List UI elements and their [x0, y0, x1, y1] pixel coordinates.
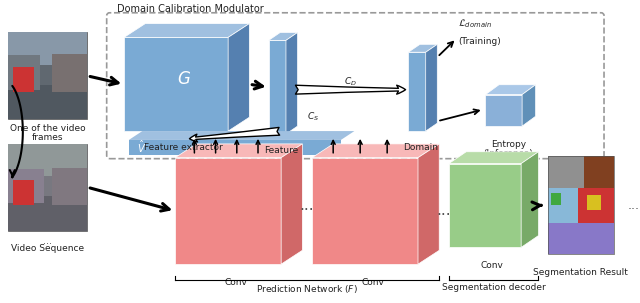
Bar [548, 188, 578, 223]
Polygon shape [286, 32, 298, 134]
Polygon shape [486, 95, 522, 126]
Text: ...: ... [436, 203, 451, 218]
Polygon shape [418, 144, 439, 264]
Polygon shape [522, 85, 536, 126]
Bar [548, 223, 614, 254]
Polygon shape [228, 24, 250, 131]
Text: ...: ... [300, 198, 314, 214]
Text: Conv: Conv [480, 261, 503, 270]
Text: (Inference): (Inference) [484, 149, 534, 158]
Bar [552, 193, 561, 205]
Bar [52, 168, 88, 205]
Polygon shape [175, 158, 281, 264]
Text: Domain: Domain [403, 143, 438, 152]
Text: One of the video: One of the video [10, 124, 86, 133]
Polygon shape [129, 140, 341, 155]
Text: Video Sequence: Video Sequence [12, 245, 84, 253]
Bar [13, 67, 35, 92]
Text: Feature: Feature [264, 146, 298, 155]
Text: $G$: $G$ [177, 70, 191, 88]
Text: $C_D$: $C_D$ [344, 75, 357, 88]
Bar [548, 156, 584, 188]
Bar [588, 195, 600, 210]
Bar [13, 180, 35, 205]
Polygon shape [521, 152, 538, 247]
Bar [8, 32, 88, 119]
Bar [578, 188, 614, 223]
Polygon shape [124, 38, 228, 131]
Polygon shape [426, 44, 437, 131]
Text: ...: ... [44, 235, 52, 245]
Polygon shape [449, 152, 538, 164]
Bar [548, 156, 614, 254]
Polygon shape [175, 144, 302, 158]
Text: (Training): (Training) [458, 38, 501, 46]
Text: $\mathcal{L}_{domain}$: $\mathcal{L}_{domain}$ [458, 17, 492, 29]
Polygon shape [312, 158, 418, 264]
Polygon shape [408, 52, 426, 131]
Polygon shape [124, 24, 250, 38]
Bar [8, 144, 88, 231]
Polygon shape [269, 32, 298, 40]
Text: Entropy: Entropy [491, 140, 526, 149]
Bar [8, 85, 88, 119]
Polygon shape [408, 44, 437, 52]
Text: frames: frames [32, 133, 63, 142]
Text: Feature extractor: Feature extractor [145, 143, 223, 152]
Text: Conv: Conv [361, 278, 384, 287]
Polygon shape [281, 144, 302, 264]
Bar [8, 32, 88, 65]
Bar [584, 156, 614, 188]
Bar [52, 54, 88, 92]
Polygon shape [312, 144, 439, 158]
Bar [8, 55, 40, 90]
Text: Segmentation Result: Segmentation Result [534, 268, 628, 277]
Polygon shape [129, 131, 355, 140]
Text: Prediction Network ($F$): Prediction Network ($F$) [256, 283, 358, 295]
Bar [8, 168, 44, 203]
Bar [8, 196, 88, 231]
Polygon shape [486, 85, 536, 95]
Text: $\hat{V}$: $\hat{V}$ [136, 139, 146, 155]
Text: Conv: Conv [225, 278, 247, 287]
Text: Domain Calibration Modulator: Domain Calibration Modulator [117, 4, 264, 14]
Text: Segmentation decoder: Segmentation decoder [442, 283, 545, 292]
Text: $C_S$: $C_S$ [307, 110, 319, 122]
Text: ...: ... [628, 198, 640, 211]
Bar [8, 144, 88, 176]
Polygon shape [269, 40, 286, 134]
Polygon shape [449, 164, 521, 247]
